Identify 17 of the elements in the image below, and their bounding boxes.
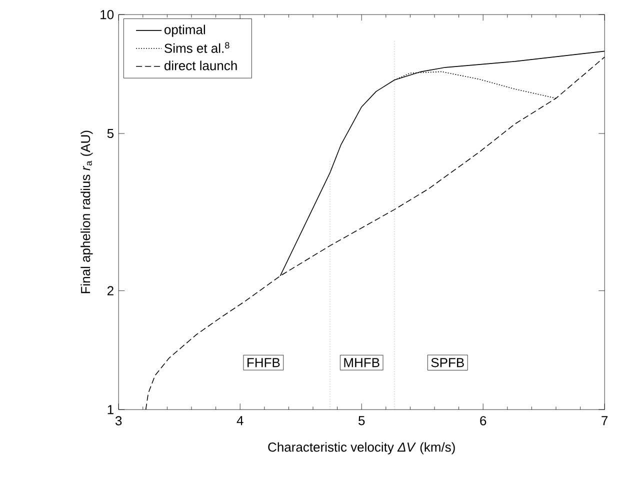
x-tick-label: 7 xyxy=(602,416,608,426)
x-tick-label: 6 xyxy=(480,416,486,426)
annotation: MHFB xyxy=(344,358,380,368)
y-axis-title: Final aphelion radius r$_{a}$ (AU) xyxy=(80,130,93,294)
x-tick-label: 3 xyxy=(115,416,122,426)
annotation: FHFB xyxy=(248,358,280,368)
x-tick-label: 5 xyxy=(358,416,365,426)
y-tick-label: 2 xyxy=(107,286,114,296)
legend-label: Sims et al.$^{8}$ xyxy=(164,42,230,53)
legend-label: direct launch xyxy=(164,60,237,70)
y-tick-label: 1 xyxy=(108,405,114,414)
y-tick-label: 5 xyxy=(107,128,114,138)
x-tick-label: 4 xyxy=(236,416,244,426)
annotation: SPFB xyxy=(431,358,464,368)
legend-label: optimal xyxy=(164,24,205,37)
y-tick-label: 10 xyxy=(100,10,114,20)
x-axis-title: Characteristic velocity ΔV (km/s) xyxy=(268,442,455,454)
